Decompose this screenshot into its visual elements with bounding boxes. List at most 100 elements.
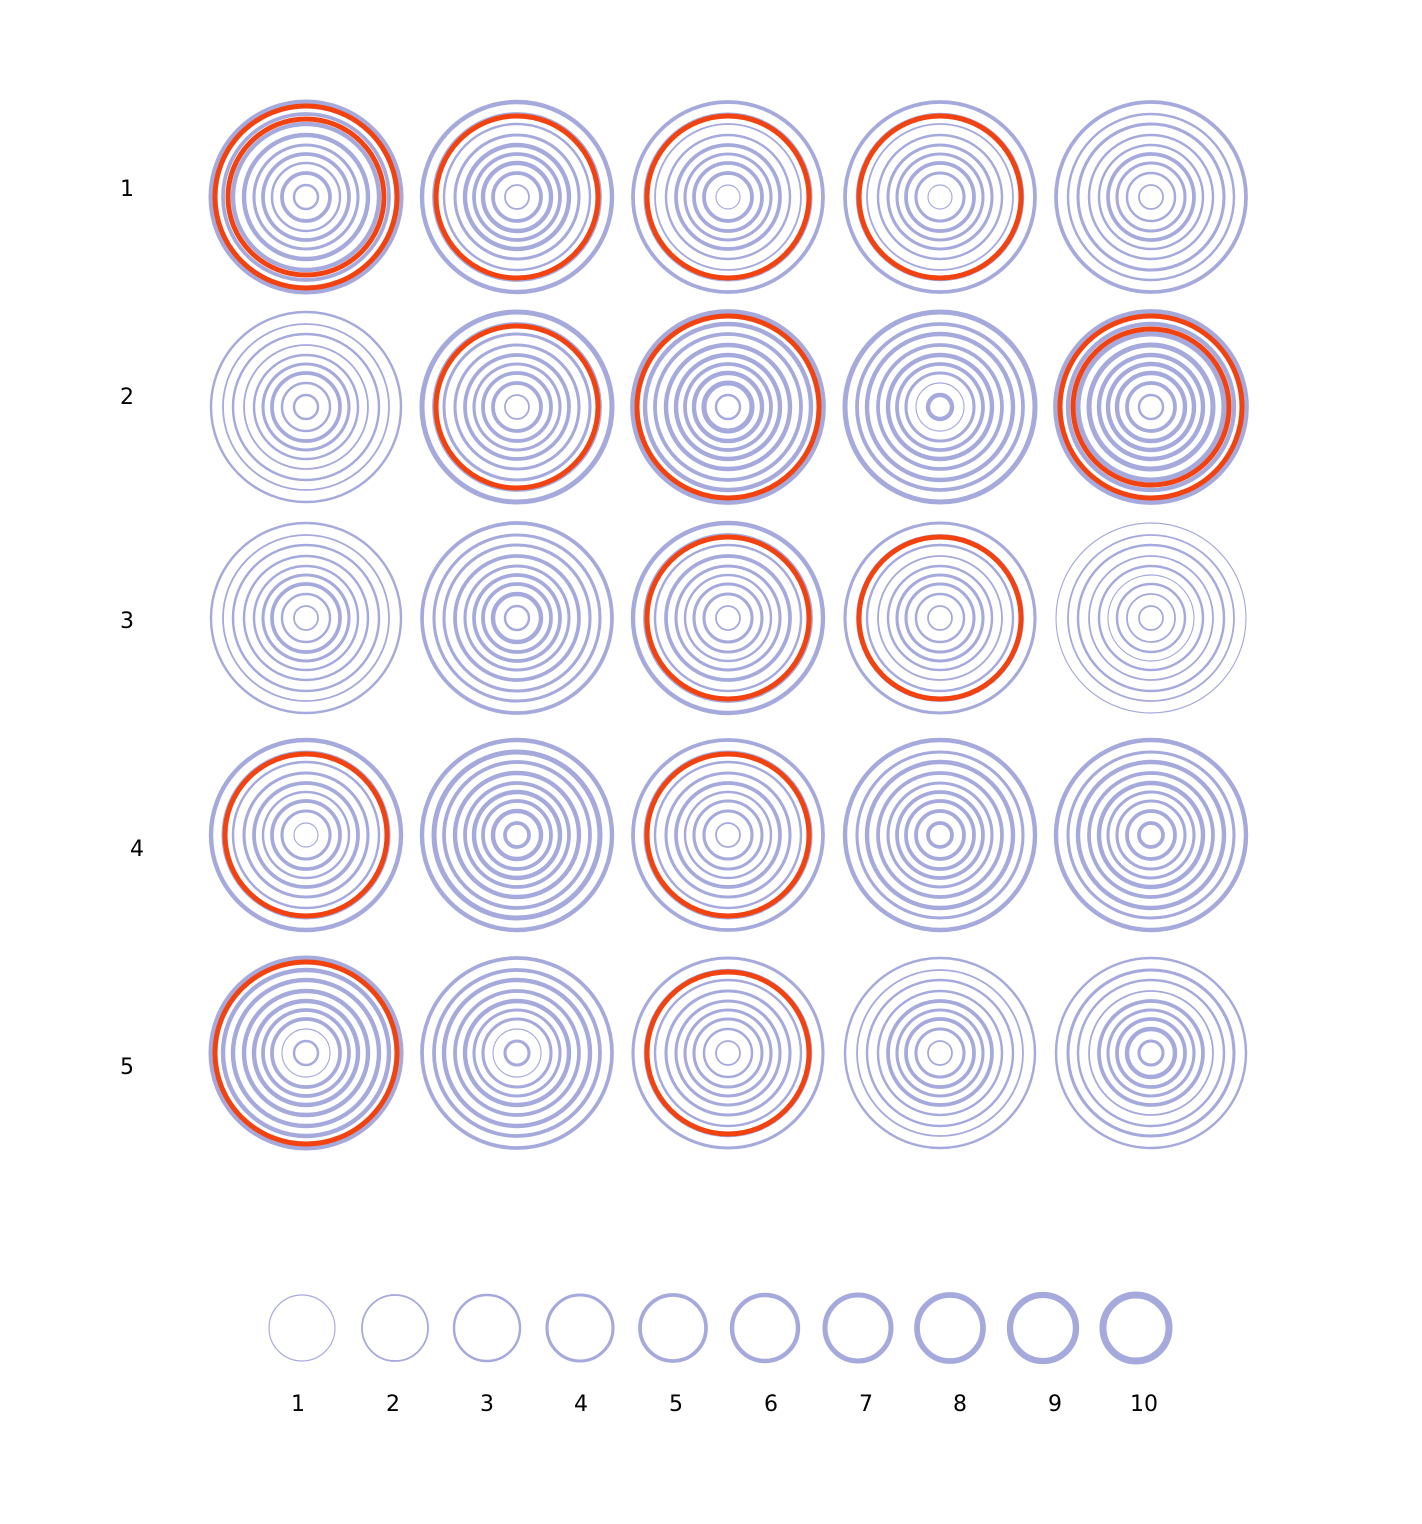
ring bbox=[441, 977, 593, 1129]
ring bbox=[292, 393, 320, 421]
ring bbox=[885, 352, 995, 462]
ring bbox=[261, 1008, 351, 1098]
ring bbox=[702, 809, 754, 861]
ring bbox=[692, 799, 764, 871]
row-label: 3 bbox=[120, 609, 134, 634]
ring bbox=[914, 1027, 966, 1079]
ring bbox=[1053, 309, 1249, 505]
ring bbox=[904, 161, 976, 233]
ring-cluster bbox=[843, 100, 1037, 294]
ring bbox=[1076, 122, 1226, 272]
legend-label: 1 bbox=[291, 1392, 305, 1417]
ring bbox=[843, 100, 1037, 294]
ring bbox=[1107, 574, 1195, 662]
ring bbox=[843, 521, 1037, 715]
ring bbox=[642, 321, 814, 493]
ring bbox=[472, 362, 562, 452]
ring bbox=[866, 123, 1014, 271]
ring bbox=[481, 1017, 553, 1089]
highlight-ring bbox=[433, 113, 601, 281]
ring bbox=[653, 332, 803, 482]
ring bbox=[886, 143, 994, 251]
ring bbox=[252, 353, 360, 461]
ring bbox=[1125, 171, 1177, 223]
ring bbox=[208, 737, 404, 933]
ring bbox=[1087, 771, 1215, 899]
highlight-ring bbox=[644, 534, 812, 702]
ring bbox=[1088, 990, 1214, 1116]
ring-cluster bbox=[1054, 100, 1248, 294]
ring bbox=[674, 999, 782, 1107]
ring bbox=[692, 582, 764, 654]
highlight-ring bbox=[225, 116, 387, 278]
ring bbox=[855, 322, 1025, 492]
ring bbox=[1124, 1026, 1178, 1080]
ring bbox=[630, 520, 826, 716]
ring bbox=[293, 822, 319, 848]
row-label: 4 bbox=[130, 837, 144, 862]
ring bbox=[281, 1028, 331, 1078]
ring bbox=[1115, 799, 1187, 871]
highlight-ring bbox=[212, 103, 400, 291]
ring bbox=[490, 591, 544, 645]
ring bbox=[453, 989, 581, 1117]
ring bbox=[490, 808, 544, 862]
ring bbox=[1115, 582, 1187, 654]
ring bbox=[1075, 759, 1227, 911]
ring bbox=[261, 362, 351, 452]
ring bbox=[1125, 381, 1177, 433]
ring bbox=[243, 344, 369, 470]
legend-label: 4 bbox=[574, 1392, 588, 1417]
ring bbox=[1137, 1039, 1165, 1067]
legend-label: 10 bbox=[1130, 1392, 1158, 1417]
ring bbox=[230, 121, 382, 273]
legend-ring bbox=[822, 1292, 894, 1364]
ring bbox=[927, 605, 953, 631]
ring bbox=[925, 392, 955, 422]
ring bbox=[692, 161, 764, 233]
ring bbox=[654, 123, 802, 271]
highlight-ring bbox=[856, 113, 1024, 281]
ring bbox=[1054, 956, 1248, 1150]
ring bbox=[702, 592, 754, 644]
ring bbox=[481, 582, 553, 654]
ring bbox=[631, 100, 825, 294]
ring bbox=[270, 582, 342, 654]
ring bbox=[270, 1017, 342, 1089]
ring bbox=[463, 564, 571, 672]
ring bbox=[231, 760, 381, 910]
ring bbox=[865, 978, 1015, 1128]
ring bbox=[1106, 152, 1196, 242]
ring-cluster bbox=[631, 100, 825, 294]
ring-cluster bbox=[419, 309, 615, 505]
ring bbox=[463, 353, 571, 461]
ring bbox=[915, 382, 965, 432]
legend-label: 5 bbox=[669, 1392, 683, 1417]
ring bbox=[462, 998, 572, 1108]
ring bbox=[1086, 342, 1216, 472]
highlight-ring bbox=[634, 313, 822, 501]
ring bbox=[673, 352, 783, 462]
ring bbox=[715, 605, 741, 631]
ring bbox=[1096, 352, 1206, 462]
ring bbox=[876, 343, 1004, 471]
ring bbox=[715, 184, 741, 210]
legend-label: 6 bbox=[764, 1392, 778, 1417]
ring bbox=[715, 1040, 741, 1066]
ring bbox=[1097, 143, 1205, 251]
ring bbox=[886, 781, 994, 889]
ring bbox=[1106, 790, 1196, 880]
legend-label: 9 bbox=[1048, 1392, 1062, 1417]
ring-cluster bbox=[419, 737, 615, 933]
row-label: 2 bbox=[120, 385, 134, 410]
ring bbox=[280, 381, 332, 433]
ring bbox=[503, 821, 531, 849]
ring bbox=[252, 564, 360, 672]
ring bbox=[674, 143, 782, 251]
ring bbox=[419, 737, 615, 933]
ring bbox=[419, 99, 615, 295]
ring bbox=[1066, 968, 1236, 1138]
ring bbox=[895, 1008, 985, 1098]
ring bbox=[492, 1028, 542, 1078]
ring bbox=[895, 790, 985, 880]
